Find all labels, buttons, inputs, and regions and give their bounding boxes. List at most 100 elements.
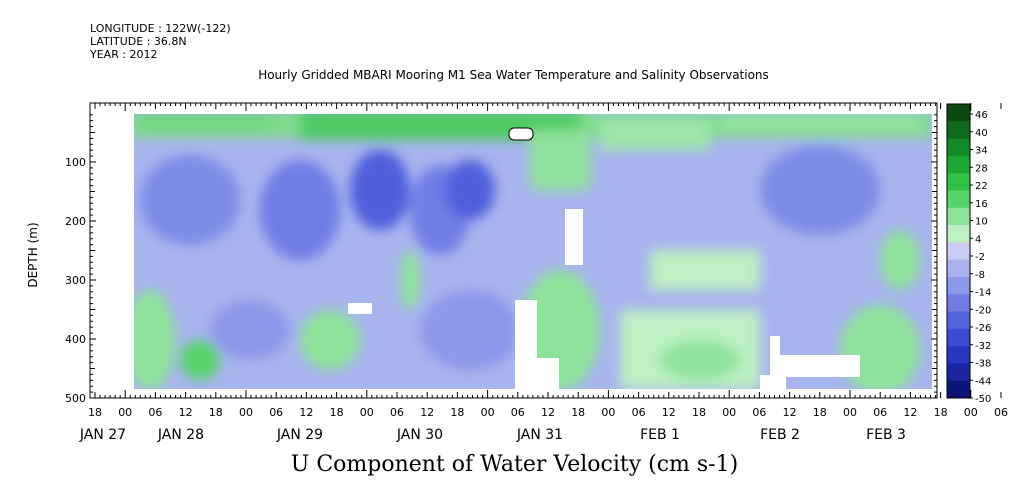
x-hour-label: 12 [903, 406, 917, 419]
colorbar-label: 10 [975, 217, 988, 228]
colorbar-label: -20 [975, 305, 991, 316]
gap-2 [515, 300, 537, 389]
colorbar-frame [946, 103, 971, 399]
x-hour-label: 00 [722, 406, 736, 419]
colorbar-label: 16 [975, 199, 988, 210]
colorbar-label: 46 [975, 110, 988, 121]
x-hour-label: 00 [843, 406, 857, 419]
x-hour-label: 00 [239, 406, 253, 419]
gap-8 [760, 375, 786, 389]
x-hour-label: 06 [390, 406, 404, 419]
colorbar-label: -44 [975, 376, 991, 387]
x-hour-label: 18 [571, 406, 585, 419]
colorbar-swatch [947, 276, 970, 295]
y-tick-label: 300 [65, 274, 86, 287]
x-hour-label: 06 [994, 406, 1008, 419]
x-date-label: JAN 28 [157, 427, 204, 443]
chart-title: Hourly Gridded MBARI Mooring M1 Sea Wate… [258, 68, 769, 82]
x-hour-label: 12 [783, 406, 797, 419]
colorbar-swatch [947, 190, 970, 209]
colorbar-swatch [947, 121, 970, 140]
colorbar-swatch [947, 346, 970, 364]
colorbar-label: -8 [975, 270, 985, 281]
colorbar-label: -2 [975, 252, 985, 263]
x-hour-label: 18 [88, 406, 102, 419]
x-hour-label: 00 [118, 406, 132, 419]
colorbar-label: -26 [975, 323, 991, 334]
x-hour-label: 12 [662, 406, 676, 419]
colorbar-swatch [947, 259, 970, 278]
x-date-label: FEB 3 [866, 427, 906, 443]
gap-4 [348, 303, 372, 314]
colorbar-label: 4 [975, 234, 981, 245]
longitude-label: LONGITUDE : 122W(-122) [90, 22, 231, 35]
x-hour-label: 18 [330, 406, 344, 419]
colorbar-swatch [947, 173, 970, 191]
gap-3 [537, 358, 559, 389]
x-date-label: FEB 2 [760, 427, 800, 443]
colorbar-swatch [947, 225, 970, 243]
x-hour-label: 00 [601, 406, 615, 419]
y-tick-label: 100 [65, 156, 86, 169]
x-hour-label: 06 [269, 406, 283, 419]
x-date-label: JAN 29 [276, 427, 323, 443]
x-hour-label: 00 [360, 406, 374, 419]
colorbar-label: 28 [975, 163, 988, 174]
year-label: YEAR : 2012 [90, 48, 158, 61]
latitude-label: LATITUDE : 36.8N [90, 35, 187, 48]
x-hour-label: 12 [420, 406, 434, 419]
colorbar-label: 40 [975, 128, 988, 139]
colorbar-swatch [947, 294, 970, 313]
gap-left [128, 114, 134, 389]
x-hour-label: 06 [873, 406, 887, 419]
x-hour-label: 18 [934, 406, 948, 419]
x-hour-label: 12 [541, 406, 555, 419]
colorbar-swatch [947, 155, 970, 174]
colorbar-label: -32 [975, 341, 991, 352]
colorbar: 46 40 34 28 22 16 10 4 -2 -8 -14 -20 -26 -32 -38 -44 -50 [946, 103, 991, 405]
x-axis-title: U Component of Water Velocity (cm s-1) [290, 452, 739, 477]
colorbar-swatch [947, 380, 970, 399]
x-hour-label: 06 [632, 406, 646, 419]
colorbar-label: -14 [975, 288, 991, 299]
x-hour-label: 12 [299, 406, 313, 419]
x-hour-label: 18 [450, 406, 464, 419]
x-hour-label: 00 [964, 406, 978, 419]
x-hour-label: 06 [752, 406, 766, 419]
x-hour-label: 00 [481, 406, 495, 419]
x-hour-label: 18 [813, 406, 827, 419]
x-hour-label: 06 [511, 406, 525, 419]
y-tick-label: 400 [65, 333, 86, 346]
gap-6 [770, 336, 780, 389]
y-tick-label: 200 [65, 215, 86, 228]
x-date-label: JAN 30 [396, 427, 443, 443]
field-blobs [128, 114, 932, 389]
colorbar-label: 22 [975, 181, 988, 192]
colorbar-swatch [947, 207, 970, 226]
gap-5 [508, 127, 534, 141]
colorbar-swatch [947, 138, 970, 157]
gap-7 [780, 355, 860, 377]
colorbar-swatch [947, 328, 970, 347]
colorbar-label: -50 [975, 394, 991, 405]
x-hour-label: 18 [692, 406, 706, 419]
colorbar-swatch [947, 242, 970, 261]
x-date-label: JAN 27 [79, 427, 126, 443]
x-hour-label: 18 [209, 406, 223, 419]
x-date-label: FEB 1 [640, 427, 680, 443]
y-tick-label: 500 [65, 392, 86, 405]
x-date-label: JAN 31 [516, 427, 563, 443]
colorbar-label: -38 [975, 359, 991, 370]
colorbar-swatch [947, 363, 970, 382]
colorbar-label: 34 [975, 146, 988, 157]
x-hour-label: 06 [148, 406, 162, 419]
velocity-field [128, 114, 932, 389]
gap-1 [565, 209, 583, 265]
colorbar-swatch [947, 104, 970, 122]
colorbar-swatch [947, 311, 970, 330]
location-info: LONGITUDE : 122W(-122) LATITUDE : 36.8N … [90, 22, 231, 61]
y-axis-title: DEPTH (m) [26, 222, 40, 287]
x-hour-label: 12 [179, 406, 193, 419]
